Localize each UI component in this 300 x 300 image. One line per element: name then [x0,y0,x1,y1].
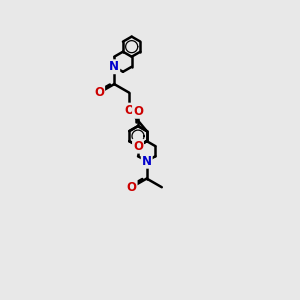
Text: O: O [124,103,134,117]
Text: O: O [127,181,136,194]
Text: O: O [133,105,143,118]
Text: N: N [109,60,119,73]
Text: O: O [133,140,143,153]
Text: O: O [94,86,104,99]
Text: N: N [142,155,152,168]
